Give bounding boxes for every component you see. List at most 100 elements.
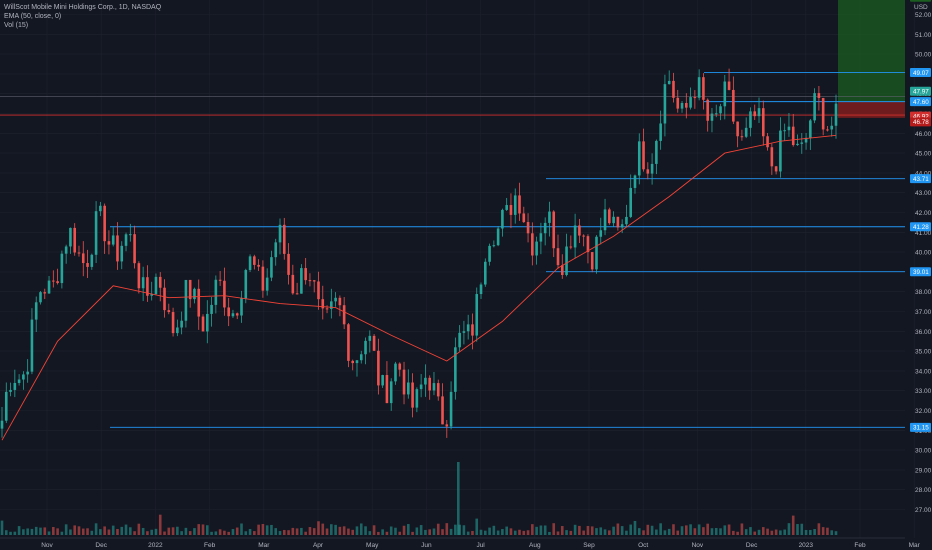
volume-bar [685, 525, 688, 535]
candle-body [539, 233, 543, 242]
volume-bar [821, 527, 825, 535]
volume-spike [457, 462, 460, 535]
candle-body [133, 234, 136, 264]
price-badge[interactable] [910, 174, 931, 184]
x-tick-label: Sep [583, 542, 595, 549]
volume-bar [740, 523, 744, 535]
candle-body [81, 253, 85, 264]
volume-bar [616, 523, 620, 535]
candle-body [338, 297, 342, 306]
candle-body [158, 276, 162, 288]
candle-body [73, 227, 77, 253]
candle-body [809, 120, 812, 138]
candle-body [629, 187, 633, 217]
candle-body [590, 252, 594, 270]
price-badge[interactable] [910, 117, 931, 127]
price-badge-label: 52.87 [913, 0, 929, 2]
candle-body [253, 256, 256, 265]
volume-bar [398, 531, 402, 535]
volume-bar [483, 530, 487, 535]
candle-body [47, 280, 51, 294]
volume-bar [488, 527, 491, 535]
candle-body [419, 384, 423, 390]
candle-body [518, 195, 521, 214]
volume-bar [86, 528, 89, 535]
volume-bar [321, 523, 325, 535]
volume-bar [441, 529, 444, 535]
candle-body [791, 126, 795, 146]
volume-bar [227, 531, 230, 535]
volume-bar [608, 530, 611, 535]
candle-body [124, 234, 128, 246]
candle-body [120, 245, 124, 262]
candle-body [9, 389, 12, 392]
volume-bars [0, 462, 838, 535]
volume-bar [415, 527, 419, 535]
price-axis[interactable]: 27.0028.0029.0030.0031.0032.0033.0034.00… [910, 0, 932, 514]
candle-body [744, 127, 748, 137]
volume-bar [30, 528, 34, 535]
candle-body [0, 420, 4, 429]
candle-body [513, 195, 517, 215]
candle-body [441, 396, 444, 425]
price-badge[interactable] [910, 0, 931, 2]
volume-bar [513, 530, 517, 535]
candle-body [402, 369, 406, 395]
candle-body [620, 224, 624, 228]
price-badge-label: 46.92 [913, 113, 929, 120]
time-axis[interactable]: Nov Dec 2022 Feb Mar Apr May Jun Jul Aug Sep Oct Nov… [0, 537, 921, 549]
volume-bar [39, 527, 42, 535]
price-badge[interactable] [910, 86, 931, 96]
candle-body [633, 175, 637, 188]
volume-bar [719, 528, 722, 535]
price-badge-label: 43.71 [913, 176, 929, 183]
x-tick-label: May [366, 542, 379, 549]
volume-bar [60, 531, 64, 535]
candle-body [300, 268, 303, 294]
price-badge[interactable] [910, 97, 931, 107]
price-badge[interactable] [910, 422, 931, 432]
candle-body [599, 230, 603, 237]
candle-body [783, 130, 786, 132]
candle-body [184, 279, 188, 321]
chart-legend: WillScot Mobile Mini Holdings Corp., 1D,… [4, 3, 161, 30]
candle-body [625, 216, 628, 225]
candle-body [800, 142, 804, 144]
x-tick-label: Jun [421, 542, 432, 549]
volume-bar [342, 526, 346, 535]
volume-bar [689, 524, 692, 535]
volume-bar [364, 526, 367, 535]
symbol-title[interactable]: WillScot Mobile Mini Holdings Corp., 1D,… [4, 4, 162, 11]
candle-body [364, 340, 367, 355]
currency-label: USD [914, 4, 928, 11]
volume-bar [81, 528, 85, 535]
volume-bar [714, 527, 718, 535]
volume-bar [501, 529, 504, 535]
y-tick-label: 52.00 [915, 12, 932, 19]
candle-body [22, 374, 25, 380]
candle-body [582, 235, 585, 237]
volume-bar [13, 531, 17, 535]
volume-bar [603, 529, 607, 535]
candle-body [223, 280, 226, 308]
candle-body [757, 108, 761, 117]
ema-legend[interactable]: EMA (50, close, 0) [4, 13, 62, 20]
y-tick-label: 44.00 [915, 170, 932, 177]
volume-legend[interactable]: Vol (15) [4, 22, 29, 29]
candle-body [466, 324, 470, 332]
volume-bar [595, 528, 598, 535]
candle-body [270, 257, 273, 278]
x-tick-label: Mar [258, 542, 270, 549]
price-badge[interactable] [910, 267, 931, 277]
candle-body [804, 137, 808, 143]
price-badge[interactable] [910, 222, 931, 232]
candle-body [163, 287, 166, 311]
candle-body [749, 111, 752, 128]
volume-bar [4, 530, 8, 535]
candle-body [548, 211, 551, 223]
price-badge[interactable] [910, 68, 931, 78]
candle-body [535, 241, 538, 256]
candle-body [394, 363, 397, 382]
candle-body [779, 130, 782, 172]
